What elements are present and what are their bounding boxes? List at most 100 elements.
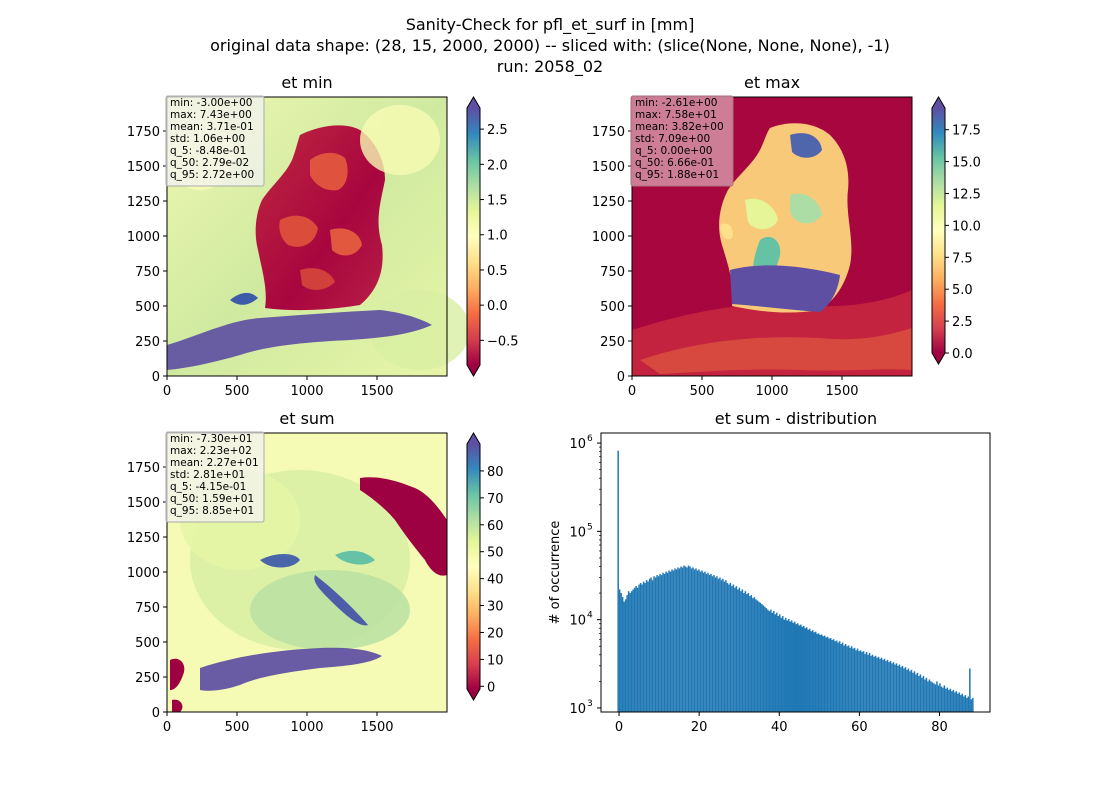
stats-line: std: 2.81e+01 <box>170 469 245 481</box>
histogram-bar <box>659 573 661 712</box>
histogram-bar <box>758 601 760 712</box>
histogram-bar <box>648 578 651 712</box>
histogram-bar <box>756 600 759 712</box>
stats-line: mean: 3.71e-01 <box>170 121 254 133</box>
histogram-bar <box>708 575 711 712</box>
y-tick-label: 10 <box>569 525 586 540</box>
histogram-bar <box>689 566 691 712</box>
histogram-bar <box>870 655 872 712</box>
histogram-bar <box>722 578 724 712</box>
panel-title-et-sum: et sum <box>279 409 334 428</box>
stats-line: mean: 2.27e+01 <box>170 457 259 469</box>
histogram-bar <box>662 572 664 712</box>
histogram-bar <box>630 591 633 712</box>
histogram-bar <box>750 595 753 712</box>
histogram-bar <box>771 612 774 712</box>
colorbar-extend-max <box>467 433 480 444</box>
histogram-bar <box>823 635 826 712</box>
histogram-bar <box>683 565 685 712</box>
colorbar-extend-min <box>467 689 480 700</box>
y-tick-label: 0 <box>152 370 160 385</box>
histogram-bar <box>644 583 646 712</box>
histogram-bar <box>770 609 772 712</box>
histogram-bar <box>835 640 838 712</box>
x-ticks-et-min: 0 500 1000 1500 <box>163 376 394 399</box>
histogram-bar <box>919 674 922 712</box>
histogram-bar <box>791 620 793 712</box>
x-tick-label: 1500 <box>360 720 393 735</box>
y-ticks-et-max: 0 250 500 750 1000 1250 1500 1750 <box>592 125 632 385</box>
histogram-bar <box>883 658 886 712</box>
histogram-bar <box>728 584 730 712</box>
histogram-bar <box>931 682 934 712</box>
x-tick-label: 500 <box>225 720 250 735</box>
y-tick-label: 750 <box>600 265 625 280</box>
stats-line: min: -2.61e+00 <box>635 97 717 109</box>
stats-line: std: 7.09e+00 <box>635 133 710 145</box>
histogram-bar <box>969 668 971 712</box>
stats-line: std: 1.06e+00 <box>170 133 245 145</box>
histogram-bar <box>909 671 911 712</box>
histogram-bar <box>822 636 824 712</box>
histogram-bar <box>967 696 970 712</box>
colorbar-tick-label: 0.5 <box>487 264 508 279</box>
colorbar-extend-max <box>932 97 945 108</box>
histogram-bar <box>693 569 696 712</box>
histogram-bar <box>759 602 762 712</box>
histogram-bar <box>918 676 920 712</box>
colorbar-tick-label: 10 <box>487 653 504 668</box>
histogram-bar <box>855 650 857 712</box>
histogram-bar <box>731 586 733 712</box>
histogram-bar <box>942 687 944 712</box>
histogram-bar <box>940 686 943 712</box>
histogram-bar <box>617 450 619 712</box>
x-tick-label: 1500 <box>360 384 393 399</box>
histogram-bar <box>810 631 812 712</box>
histogram-bar <box>732 584 735 712</box>
histogram-bar <box>817 633 820 712</box>
histogram-bar <box>861 652 863 712</box>
stats-line: max: 7.58e+01 <box>635 109 717 121</box>
y-tick-label: 250 <box>135 671 160 686</box>
histogram-bar <box>629 593 631 712</box>
histogram-bar <box>816 633 818 712</box>
histogram-bar <box>795 624 797 712</box>
figure-title-line-1: Sanity-Check for pfl_et_surf in [mm] <box>406 15 695 35</box>
histogram-bar <box>789 621 792 712</box>
histogram-bar <box>678 568 681 712</box>
histogram-bar <box>949 688 952 712</box>
histogram-bar <box>877 656 880 712</box>
stats-line: q_50: 1.59e+01 <box>170 493 254 505</box>
histogram-bar <box>788 618 790 712</box>
histogram-bar <box>695 568 697 712</box>
heatmap-image-et-min <box>165 97 470 376</box>
histogram-bar <box>752 598 754 712</box>
histogram-bar <box>704 571 706 712</box>
colorbar-extend-max <box>467 97 480 108</box>
histogram-bar <box>801 626 803 712</box>
histogram-bar <box>767 609 769 712</box>
histogram-bar <box>753 597 756 712</box>
histogram-x-ticks: 0 20 40 60 80 <box>615 712 948 735</box>
y-tick-label: 750 <box>135 601 160 616</box>
y-tick-label: 250 <box>600 335 625 350</box>
histogram-bar <box>862 651 865 712</box>
histogram-bar <box>647 581 649 712</box>
histogram-bar <box>807 629 809 712</box>
x-tick-label: 1000 <box>755 384 788 399</box>
histogram-bar <box>958 692 961 712</box>
histogram-bar <box>847 645 850 712</box>
histogram-bar <box>838 641 841 712</box>
histogram-bar <box>672 570 675 712</box>
histogram-bar <box>879 658 881 712</box>
histogram-bar <box>636 587 639 712</box>
histogram-bar <box>632 589 634 712</box>
histogram-bar <box>687 565 690 712</box>
histogram-bar <box>782 616 784 712</box>
histogram-bar <box>928 679 931 712</box>
histogram-bar <box>755 599 757 712</box>
heatmap-image-et-max <box>632 97 912 376</box>
histogram-bar <box>726 583 729 712</box>
histogram-bar <box>799 624 802 712</box>
stats-line: max: 7.43e+00 <box>170 109 252 121</box>
